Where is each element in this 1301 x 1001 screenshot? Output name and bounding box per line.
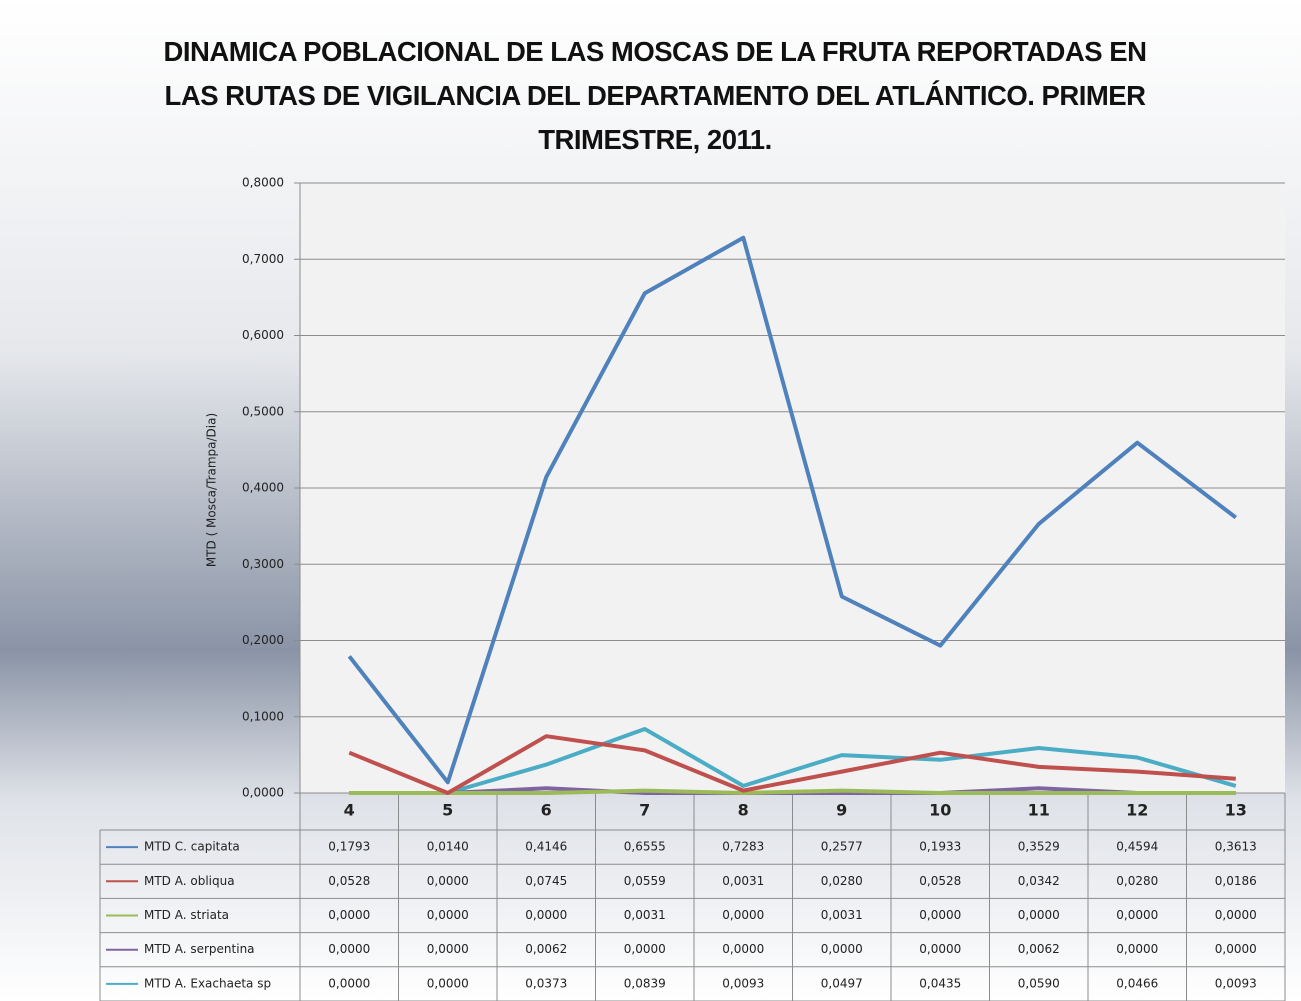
y-tick-label: 0,1000 xyxy=(242,709,284,723)
table-cell: 0,0000 xyxy=(328,976,370,990)
table-cell: 0,0435 xyxy=(919,976,961,990)
table-cell: 0,7283 xyxy=(722,840,764,854)
table-cell: 0,0031 xyxy=(624,908,666,922)
table-cell: 0,0342 xyxy=(1018,874,1060,888)
table-cell: 0,0062 xyxy=(1018,942,1060,956)
x-tick-label: 7 xyxy=(639,801,650,820)
x-tick-label: 12 xyxy=(1126,801,1148,820)
x-tick-label: 8 xyxy=(738,801,749,820)
table-cell: 0,0031 xyxy=(821,908,863,922)
table-cell: 0,0466 xyxy=(1116,976,1158,990)
chart-title: DINAMICA POBLACIONAL DE LAS MOSCAS DE LA… xyxy=(163,36,1147,155)
table-cell: 0,6555 xyxy=(624,840,666,854)
x-tick-label: 13 xyxy=(1225,801,1247,820)
table-cell: 0,0031 xyxy=(722,874,764,888)
table-cell: 0,0000 xyxy=(427,976,469,990)
table-cell: 0,0000 xyxy=(1215,942,1257,956)
table-cell: 0,0186 xyxy=(1215,874,1257,888)
table-cell: 0,0000 xyxy=(328,908,370,922)
table-cell: 0,0000 xyxy=(624,942,666,956)
table-cell: 0,0000 xyxy=(722,942,764,956)
series-line xyxy=(347,235,1238,785)
legend-label: MTD A. Exachaeta sp xyxy=(144,976,271,990)
series-line xyxy=(348,734,1236,795)
table-cell: 0,0000 xyxy=(1116,908,1158,922)
legend-label: MTD C. capitata xyxy=(144,840,240,854)
table-cell: 0,2577 xyxy=(821,840,863,854)
x-tick-label: 4 xyxy=(344,801,355,820)
table-cell: 0,0559 xyxy=(624,874,666,888)
table-cell: 0,0000 xyxy=(1018,908,1060,922)
table-cell: 0,4594 xyxy=(1116,840,1158,854)
table-cell: 0,0280 xyxy=(821,874,863,888)
legend-label: MTD A. obliqua xyxy=(144,874,235,888)
table-cell: 0,0000 xyxy=(427,874,469,888)
y-tick-label: 0,2000 xyxy=(242,633,284,647)
y-tick-label: 0,5000 xyxy=(242,404,284,418)
table-cell: 0,0280 xyxy=(1116,874,1158,888)
table-cell: 0,0373 xyxy=(525,976,567,990)
y-tick-label: 0,0000 xyxy=(242,786,284,800)
table-cell: 0,0000 xyxy=(427,942,469,956)
table-cell: 0,0093 xyxy=(722,976,764,990)
table-cell: 0,0745 xyxy=(525,874,567,888)
y-tick-label: 0,8000 xyxy=(242,176,284,190)
y-tick-label: 0,6000 xyxy=(242,328,284,342)
table-cell: 0,0000 xyxy=(427,908,469,922)
x-tick-label: 5 xyxy=(442,801,453,820)
table-cell: 0,0062 xyxy=(525,942,567,956)
table-cell: 0,1933 xyxy=(919,840,961,854)
table-cell: 0,3613 xyxy=(1215,840,1257,854)
y-tick-label: 0,3000 xyxy=(242,557,284,571)
series-line xyxy=(349,727,1237,795)
table-cell: 0,0000 xyxy=(821,942,863,956)
table-cell: 0,0839 xyxy=(624,976,666,990)
table-cell: 0,0528 xyxy=(919,874,961,888)
x-tick-label: 10 xyxy=(929,801,951,820)
table-cell: 0,0093 xyxy=(1215,976,1257,990)
table-cell: 0,0000 xyxy=(722,908,764,922)
table-cell: 0,0000 xyxy=(919,942,961,956)
table-cell: 0,0000 xyxy=(328,942,370,956)
table-cell: 0,1793 xyxy=(328,840,370,854)
table-cell: 0,0000 xyxy=(919,908,961,922)
table-cell: 0,0528 xyxy=(328,874,370,888)
table-cell: 0,0000 xyxy=(1215,908,1257,922)
table-cell: 0,0497 xyxy=(821,976,863,990)
series-line xyxy=(349,788,1236,795)
table-cell: 0,0000 xyxy=(1116,942,1158,956)
x-tick-label: 9 xyxy=(836,801,847,820)
y-axis-label: MTD ( Mosca/Trampa/Dia) xyxy=(205,413,219,567)
table-cell: 0,0000 xyxy=(525,908,567,922)
x-tick-label: 6 xyxy=(541,801,552,820)
table-cell: 0,4146 xyxy=(525,840,567,854)
table-cell: 0,0590 xyxy=(1018,976,1060,990)
legend-label: MTD A. serpentina xyxy=(144,942,255,956)
table-cell: 0,0140 xyxy=(427,840,469,854)
legend-label: MTD A. striata xyxy=(144,908,229,922)
table-cell: 0,3529 xyxy=(1018,840,1060,854)
y-tick-label: 0,7000 xyxy=(242,252,284,266)
x-tick-label: 11 xyxy=(1028,801,1050,820)
y-tick-label: 0,4000 xyxy=(242,481,284,495)
